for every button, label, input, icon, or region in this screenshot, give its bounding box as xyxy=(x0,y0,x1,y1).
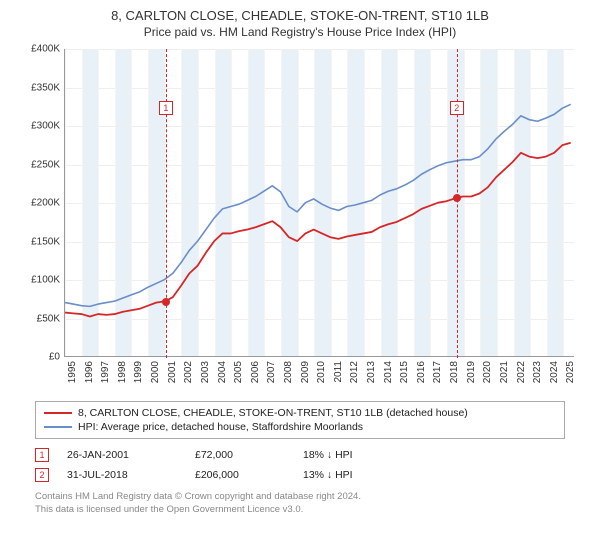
x-tick-label: 1995 xyxy=(67,361,78,383)
sale-date: 31-JUL-2018 xyxy=(67,469,177,481)
x-tick-label: 2001 xyxy=(167,361,178,383)
x-tick-label: 2023 xyxy=(532,361,543,383)
x-tick-label: 2018 xyxy=(449,361,460,383)
legend-row: 8, CARLTON CLOSE, CHEADLE, STOKE-ON-TREN… xyxy=(44,406,556,420)
x-tick-label: 2002 xyxy=(183,361,194,383)
x-tick-label: 2006 xyxy=(250,361,261,383)
x-tick-label: 2005 xyxy=(233,361,244,383)
plot-area: 12 xyxy=(64,49,574,357)
x-tick-label: 2000 xyxy=(150,361,161,383)
legend-label-hpi: HPI: Average price, detached house, Staf… xyxy=(78,421,363,433)
footer-line2: This data is licensed under the Open Gov… xyxy=(35,504,565,517)
sale-row: 1 26-JAN-2001 £72,000 18% ↓ HPI xyxy=(35,445,565,465)
x-tick-label: 2011 xyxy=(333,361,344,383)
x-tick-label: 2017 xyxy=(432,361,443,383)
sale-row: 2 31-JUL-2018 £206,000 13% ↓ HPI xyxy=(35,465,565,485)
sale-price: £72,000 xyxy=(195,449,285,461)
x-tick-label: 2015 xyxy=(399,361,410,383)
x-tick-label: 2020 xyxy=(482,361,493,383)
x-tick-label: 2007 xyxy=(266,361,277,383)
x-tick-label: 1996 xyxy=(84,361,95,383)
x-tick-label: 2022 xyxy=(516,361,527,383)
y-tick-label: £100K xyxy=(20,275,60,286)
y-tick-label: £250K xyxy=(20,159,60,170)
x-tick-label: 2004 xyxy=(217,361,228,383)
x-tick-label: 2008 xyxy=(283,361,294,383)
chart-title-block: 8, CARLTON CLOSE, CHEADLE, STOKE-ON-TREN… xyxy=(0,0,600,43)
x-tick-label: 2025 xyxy=(565,361,576,383)
sale-marker: 2 xyxy=(450,101,464,115)
sale-delta: 13% ↓ HPI xyxy=(303,469,413,481)
x-tick-label: 1998 xyxy=(117,361,128,383)
sales-table: 1 26-JAN-2001 £72,000 18% ↓ HPI 2 31-JUL-2018… xyxy=(35,445,565,485)
x-tick-label: 1997 xyxy=(100,361,111,383)
x-tick-label: 2012 xyxy=(349,361,360,383)
y-tick-label: £50K xyxy=(20,313,60,324)
legend: 8, CARLTON CLOSE, CHEADLE, STOKE-ON-TREN… xyxy=(35,401,565,439)
x-tick-label: 2021 xyxy=(499,361,510,383)
x-tick-label: 2010 xyxy=(316,361,327,383)
legend-row: HPI: Average price, detached house, Staf… xyxy=(44,420,556,434)
sale-delta: 18% ↓ HPI xyxy=(303,449,413,461)
sale-marker: 1 xyxy=(159,101,173,115)
sale-date: 26-JAN-2001 xyxy=(67,449,177,461)
y-tick-label: £300K xyxy=(20,121,60,132)
x-tick-label: 2016 xyxy=(416,361,427,383)
x-tick-label: 2024 xyxy=(549,361,560,383)
x-tick-label: 2014 xyxy=(383,361,394,383)
chart: 12 £0£50K£100K£150K£200K£250K£300K£350K£… xyxy=(20,47,580,395)
title-line1: 8, CARLTON CLOSE, CHEADLE, STOKE-ON-TREN… xyxy=(10,8,590,23)
x-tick-label: 1999 xyxy=(133,361,144,383)
sale-index: 2 xyxy=(35,468,49,482)
x-tick-label: 2019 xyxy=(466,361,477,383)
line-layer xyxy=(65,49,574,356)
sale-price: £206,000 xyxy=(195,469,285,481)
y-tick-label: £0 xyxy=(20,352,60,363)
y-tick-label: £400K xyxy=(20,44,60,55)
x-tick-label: 2003 xyxy=(200,361,211,383)
y-tick-label: £200K xyxy=(20,198,60,209)
footer-attribution: Contains HM Land Registry data © Crown c… xyxy=(35,491,565,517)
x-tick-label: 2013 xyxy=(366,361,377,383)
sale-index: 1 xyxy=(35,448,49,462)
legend-swatch-hpi xyxy=(44,426,72,428)
y-tick-label: £150K xyxy=(20,236,60,247)
legend-swatch-property xyxy=(44,412,72,414)
x-tick-label: 2009 xyxy=(300,361,311,383)
footer-line1: Contains HM Land Registry data © Crown c… xyxy=(35,491,565,504)
y-tick-label: £350K xyxy=(20,82,60,93)
legend-label-property: 8, CARLTON CLOSE, CHEADLE, STOKE-ON-TREN… xyxy=(78,407,468,419)
title-line2: Price paid vs. HM Land Registry's House … xyxy=(10,25,590,39)
